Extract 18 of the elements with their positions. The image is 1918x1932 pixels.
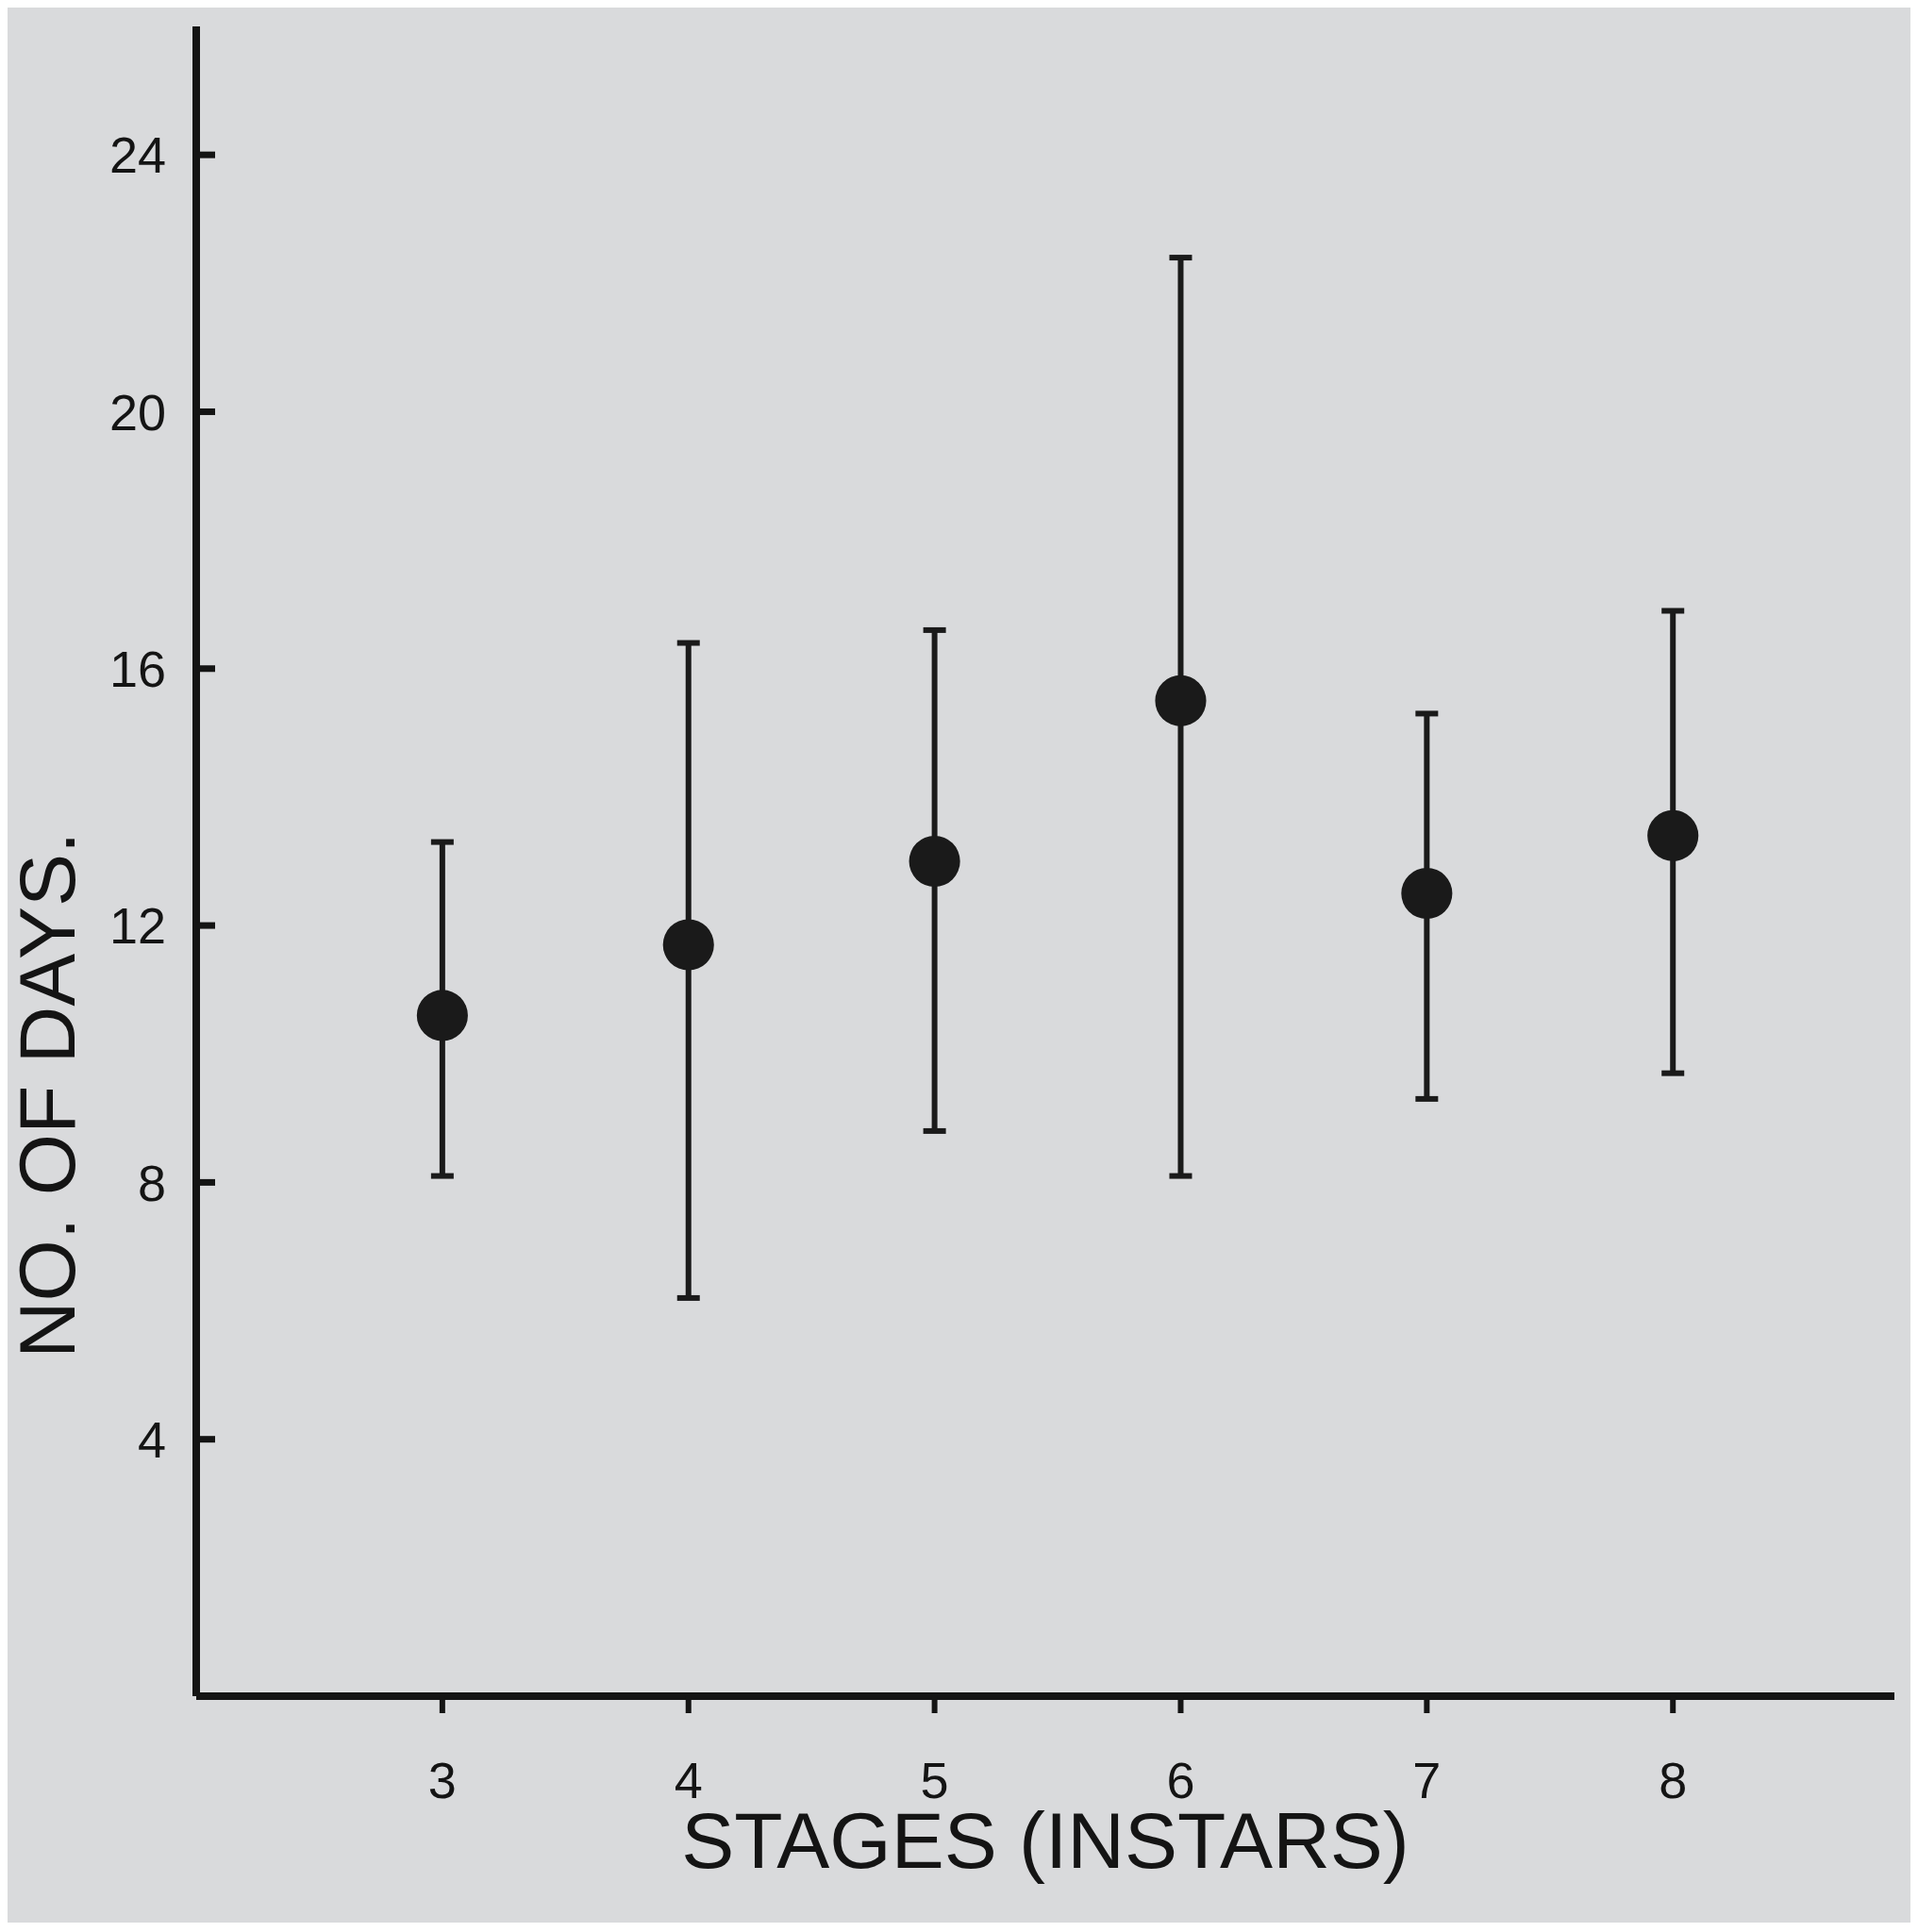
y-axis-title: NO. OF DAYS. [3,831,92,1359]
point [1647,809,1699,861]
x-tick-label: 4 [674,1752,703,1809]
y-tick-label: 16 [108,640,166,697]
y-tick-label: 12 [108,897,166,955]
y-tick-label: 20 [108,383,166,441]
x-tick-label: 7 [1412,1752,1442,1809]
point [1401,868,1453,920]
y-tick-label: 4 [137,1410,166,1468]
y-tick-label: 8 [137,1154,166,1211]
point [662,919,714,971]
y-tick-label: 24 [108,126,166,184]
point [909,836,960,887]
x-tick-label: 8 [1659,1752,1688,1809]
x-tick-label: 3 [427,1752,457,1809]
point [1155,675,1207,726]
x-tick-label: 6 [1166,1752,1195,1809]
point [416,990,468,1041]
